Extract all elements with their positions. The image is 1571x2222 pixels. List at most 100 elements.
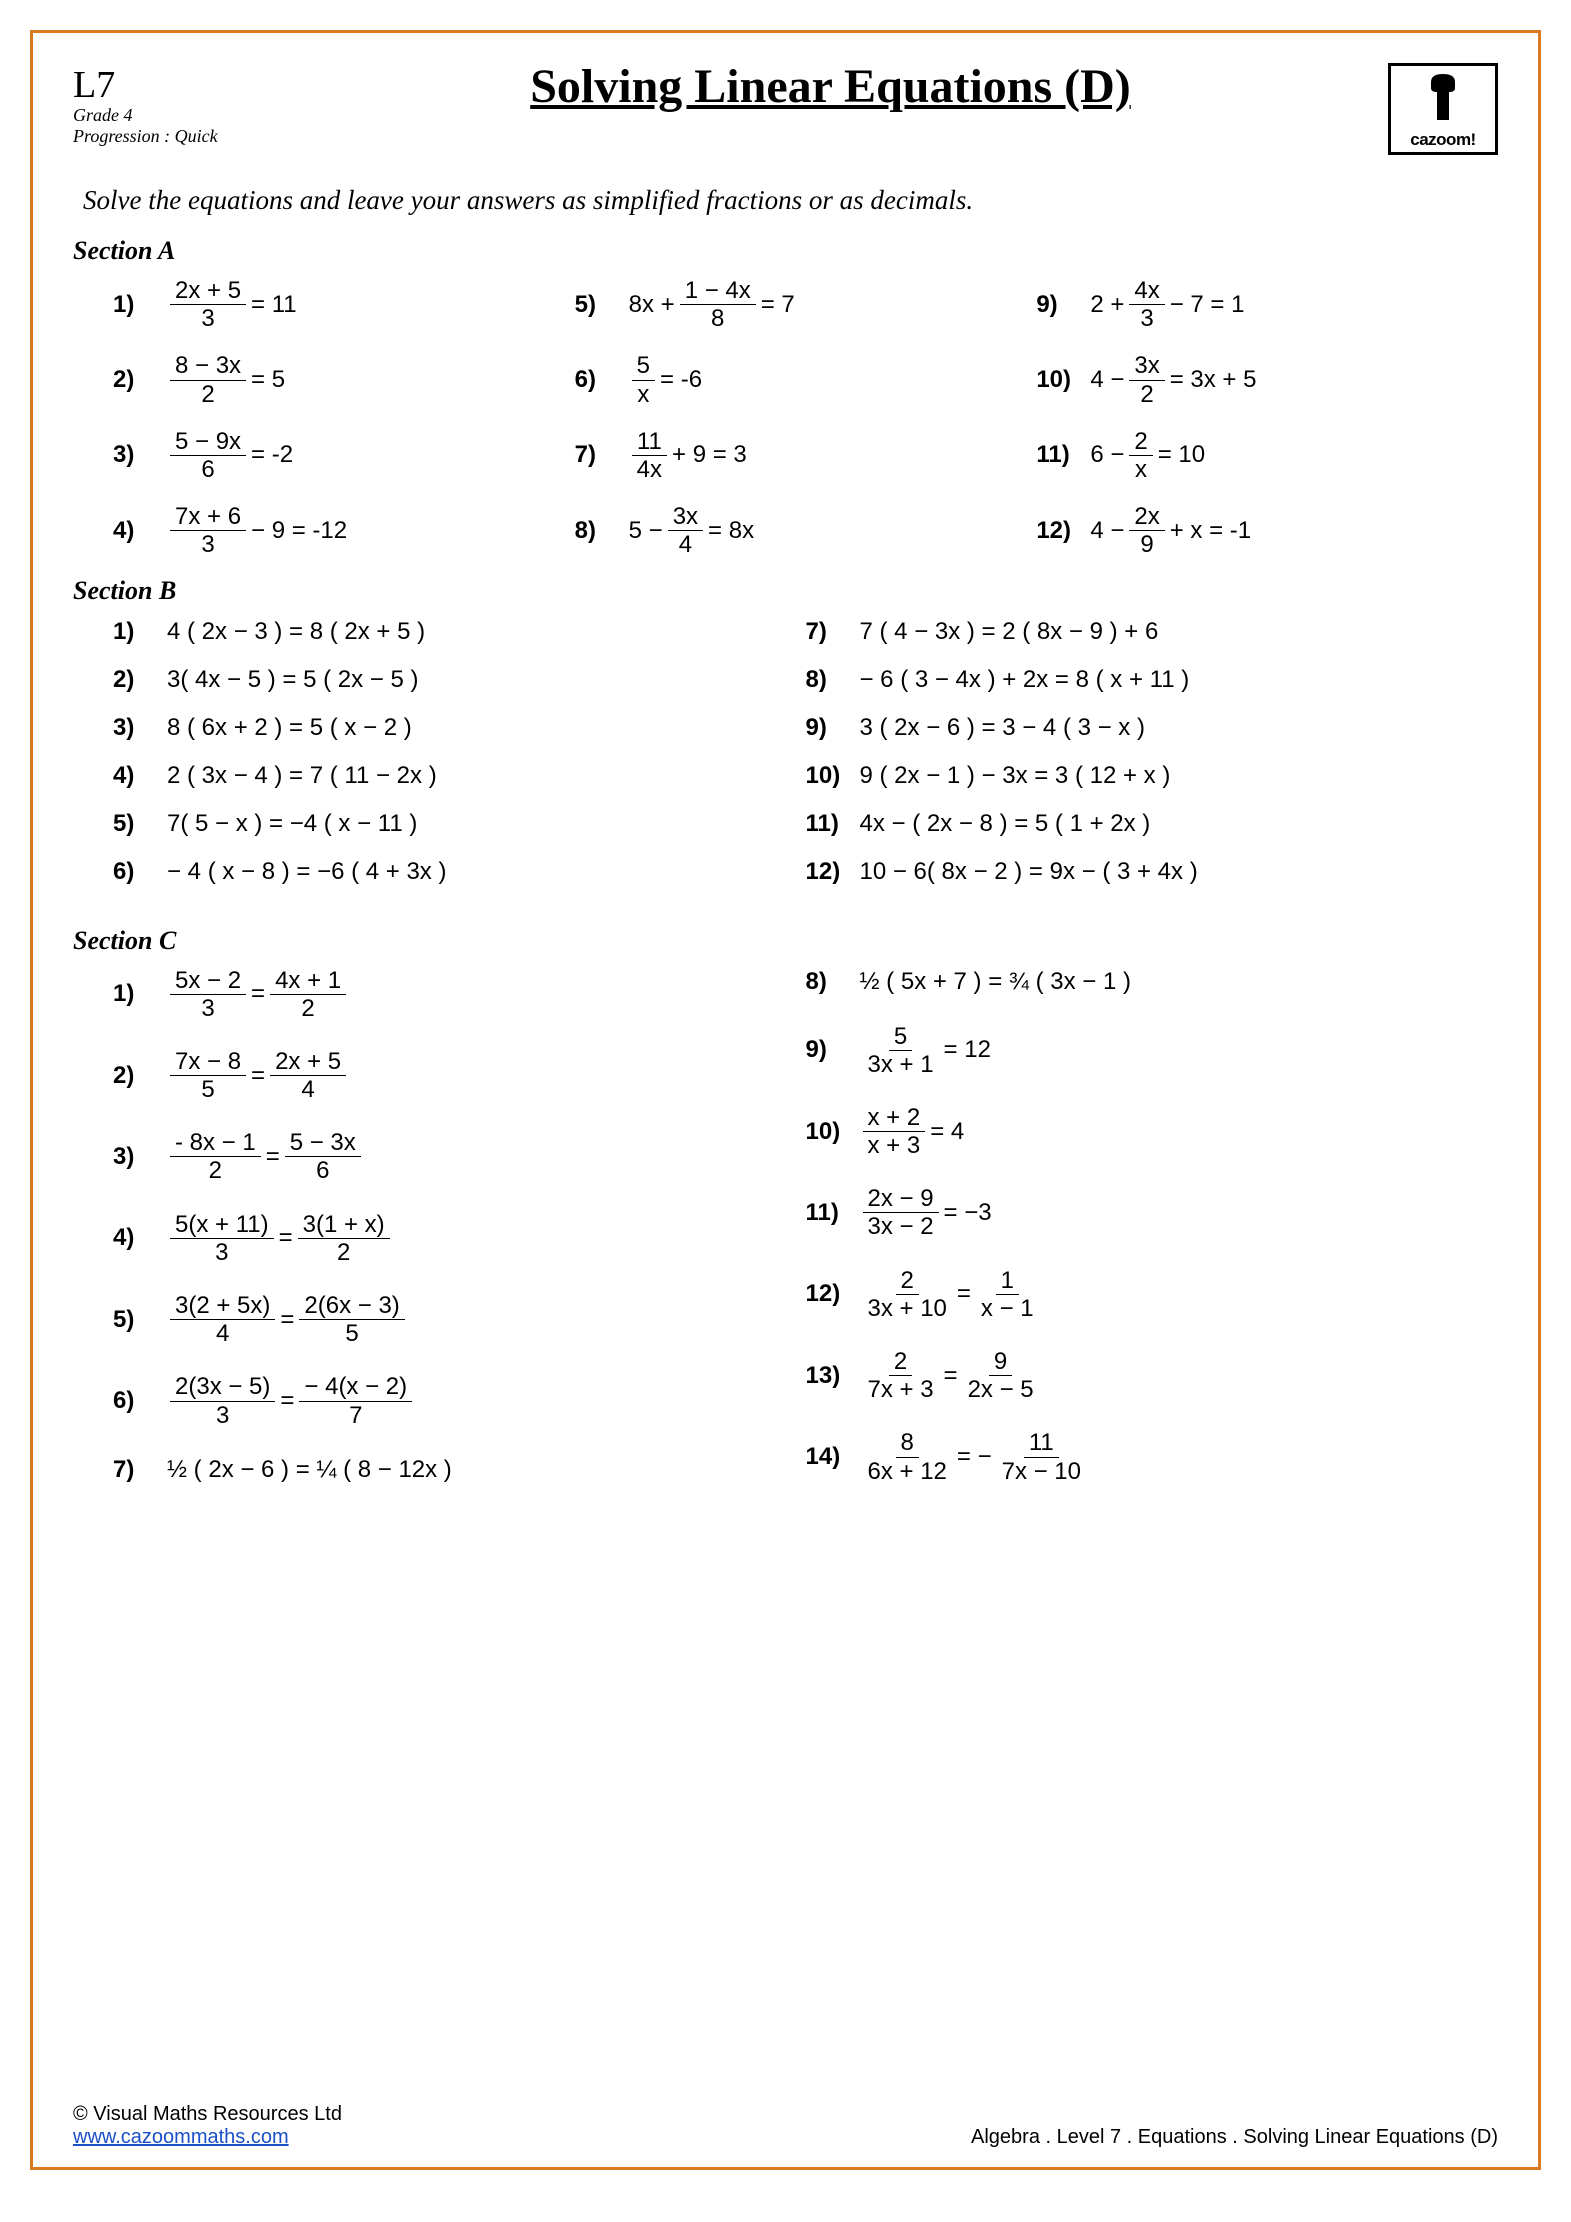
- worksheet-page: L7 Grade 4 Progression : Quick Solving L…: [30, 30, 1541, 2170]
- question-number: 8): [806, 968, 860, 996]
- footer: © Visual Maths Resources Ltd www.cazoomm…: [73, 2103, 1498, 2149]
- equation: − 4 ( x − 8 ) = −6 ( 4 + 3x ): [167, 858, 446, 886]
- page-title: Solving Linear Equations (D): [273, 59, 1388, 114]
- question: 10)x + 2x + 3 = 4: [806, 1105, 1479, 1158]
- question-number: 13): [806, 1362, 860, 1390]
- question-number: 1): [113, 291, 167, 319]
- question: 7)7 ( 4 − 3x ) = 2 ( 8x − 9 ) + 6: [806, 618, 1479, 646]
- question: 9)3 ( 2x − 6 ) = 3 − 4 ( 3 − x ): [806, 714, 1479, 742]
- question: 10)9 ( 2x − 1 ) − 3x = 3 ( 12 + x ): [806, 762, 1479, 790]
- equation: 7( 5 − x ) = −4 ( x − 11 ): [167, 810, 417, 838]
- equation: 3(2 + 5x)4 = 2(6x − 3)5: [167, 1293, 408, 1346]
- question: 5)8x + 1 − 4x8 = 7: [575, 278, 1017, 331]
- equation: 4 ( 2x − 3 ) = 8 ( 2x + 5 ): [167, 618, 425, 646]
- grade-label: Grade 4: [73, 105, 273, 126]
- equation: 2x + 53 = 11: [167, 278, 297, 331]
- equation: 86x + 12 = − 117x − 10: [860, 1430, 1090, 1483]
- equation: 3 ( 2x − 6 ) = 3 − 4 ( 3 − x ): [860, 714, 1145, 742]
- question: 4)7x + 63 − 9 = -12: [113, 504, 555, 557]
- question-number: 11): [1036, 441, 1090, 469]
- question-number: 5): [113, 1306, 167, 1334]
- question: 8)5 − 3x4 = 8x: [575, 504, 1017, 557]
- question: 6)5x = -6: [575, 353, 1017, 406]
- equation: − 6 ( 3 − 4x ) + 2x = 8 ( x + 11 ): [860, 666, 1190, 694]
- question-number: 10): [806, 1118, 860, 1146]
- question-number: 7): [113, 1456, 167, 1484]
- equation: 114x + 9 = 3: [629, 429, 747, 482]
- equation: 2x − 93x − 2 = −3: [860, 1186, 992, 1239]
- question: 3)8 ( 6x + 2 ) = 5 ( x − 2 ): [113, 714, 786, 742]
- question: 6)2(3x − 5)3 = − 4(x − 2)7: [113, 1374, 786, 1427]
- question: 8)½ ( 5x + 7 ) = ¾ ( 3x − 1 ): [806, 968, 1479, 996]
- question-number: 4): [113, 517, 167, 545]
- section-c-grid: 1)5x − 23 = 4x + 122)7x − 85 = 2x + 543)…: [73, 968, 1498, 1484]
- question: 4)5(x + 11)3 = 3(1 + x)2: [113, 1212, 786, 1265]
- question: 12)4 − 2x9 + x = -1: [1036, 504, 1478, 557]
- equation: 8 ( 6x + 2 ) = 5 ( x − 2 ): [167, 714, 412, 742]
- header: L7 Grade 4 Progression : Quick Solving L…: [73, 63, 1498, 155]
- question-number: 10): [1036, 366, 1090, 394]
- level-block: L7 Grade 4 Progression : Quick: [73, 63, 273, 147]
- section-b-label: Section B: [73, 576, 1498, 606]
- equation: 5 − 3x4 = 8x: [629, 504, 754, 557]
- question-number: 12): [806, 1280, 860, 1308]
- question: 11)6 − 2x = 10: [1036, 429, 1478, 482]
- section-c-label: Section C: [73, 926, 1498, 956]
- question-number: 1): [113, 980, 167, 1008]
- question-number: 6): [575, 366, 629, 394]
- question-number: 5): [575, 291, 629, 319]
- question: 12)10 − 6( 8x − 2 ) = 9x − ( 3 + 4x ): [806, 858, 1479, 886]
- section-b-grid: 1)4 ( 2x − 3 ) = 8 ( 2x + 5 ) 7)7 ( 4 − 3…: [73, 618, 1498, 886]
- question-number: 14): [806, 1443, 860, 1471]
- question: 7)114x + 9 = 3: [575, 429, 1017, 482]
- question: 14)86x + 12 = − 117x − 10: [806, 1430, 1479, 1483]
- website-link[interactable]: www.cazoommaths.com: [73, 2126, 289, 2148]
- question: 1)4 ( 2x − 3 ) = 8 ( 2x + 5 ): [113, 618, 786, 646]
- question: 5)7( 5 − x ) = −4 ( x − 11 ): [113, 810, 786, 838]
- equation: x + 2x + 3 = 4: [860, 1105, 965, 1158]
- question-number: 3): [113, 714, 167, 742]
- question: 7)½ ( 2x − 6 ) = ¼ ( 8 − 12x ): [113, 1456, 786, 1484]
- question-number: 9): [806, 1036, 860, 1064]
- equation: 2 + 4x3 − 7 = 1: [1090, 278, 1244, 331]
- equation: 5x − 23 = 4x + 12: [167, 968, 349, 1021]
- equation: 8x + 1 − 4x8 = 7: [629, 278, 795, 331]
- equation: 7 ( 4 − 3x ) = 2 ( 8x − 9 ) + 6: [860, 618, 1159, 646]
- equation: ½ ( 2x − 6 ) = ¼ ( 8 − 12x ): [167, 1456, 452, 1484]
- question-number: 11): [806, 810, 860, 838]
- instruction-text: Solve the equations and leave your answe…: [83, 185, 1498, 216]
- question: 9)2 + 4x3 − 7 = 1: [1036, 278, 1478, 331]
- question-number: 6): [113, 1387, 167, 1415]
- question-number: 3): [113, 1143, 167, 1171]
- question-number: 3): [113, 441, 167, 469]
- question-number: 11): [806, 1199, 860, 1227]
- copyright-text: © Visual Maths Resources Ltd: [73, 2103, 342, 2126]
- equation: 2(3x − 5)3 = − 4(x − 2)7: [167, 1374, 415, 1427]
- question-number: 8): [575, 517, 629, 545]
- equation: 23x + 10 = 1x − 1: [860, 1268, 1042, 1321]
- question-number: 2): [113, 366, 167, 394]
- progression-label: Progression : Quick: [73, 126, 273, 147]
- equation: 2 ( 3x − 4 ) = 7 ( 11 − 2x ): [167, 762, 437, 790]
- equation: 10 − 6( 8x − 2 ) = 9x − ( 3 + 4x ): [860, 858, 1198, 886]
- equation: 7x − 85 = 2x + 54: [167, 1049, 349, 1102]
- question-number: 10): [806, 762, 860, 790]
- equation: 5(x + 11)3 = 3(1 + x)2: [167, 1212, 393, 1265]
- question-number: 7): [575, 441, 629, 469]
- equation: 9 ( 2x − 1 ) − 3x = 3 ( 12 + x ): [860, 762, 1171, 790]
- breadcrumb-path: Algebra . Level 7 . Equations . Solving …: [971, 2126, 1498, 2149]
- question: 9)53x + 1 = 12: [806, 1024, 1479, 1077]
- question: 1)5x − 23 = 4x + 12: [113, 968, 786, 1021]
- question-number: 9): [806, 714, 860, 742]
- question: 8)− 6 ( 3 − 4x ) + 2x = 8 ( x + 11 ): [806, 666, 1479, 694]
- question-number: 2): [113, 666, 167, 694]
- question: 2)8 − 3x2 = 5: [113, 353, 555, 406]
- title-block: Solving Linear Equations (D): [273, 63, 1388, 114]
- equation: 4 − 2x9 + x = -1: [1090, 504, 1251, 557]
- equation: 5x = -6: [629, 353, 702, 406]
- equation: 27x + 3 = 92x − 5: [860, 1349, 1042, 1402]
- section-a-label: Section A: [73, 236, 1498, 266]
- question-number: 9): [1036, 291, 1090, 319]
- section-a-grid: 1)2x + 53 = 11 5)8x + 1 − 4x8 = 7 9)2 + 4x…: [73, 278, 1498, 558]
- equation: 7x + 63 − 9 = -12: [167, 504, 347, 557]
